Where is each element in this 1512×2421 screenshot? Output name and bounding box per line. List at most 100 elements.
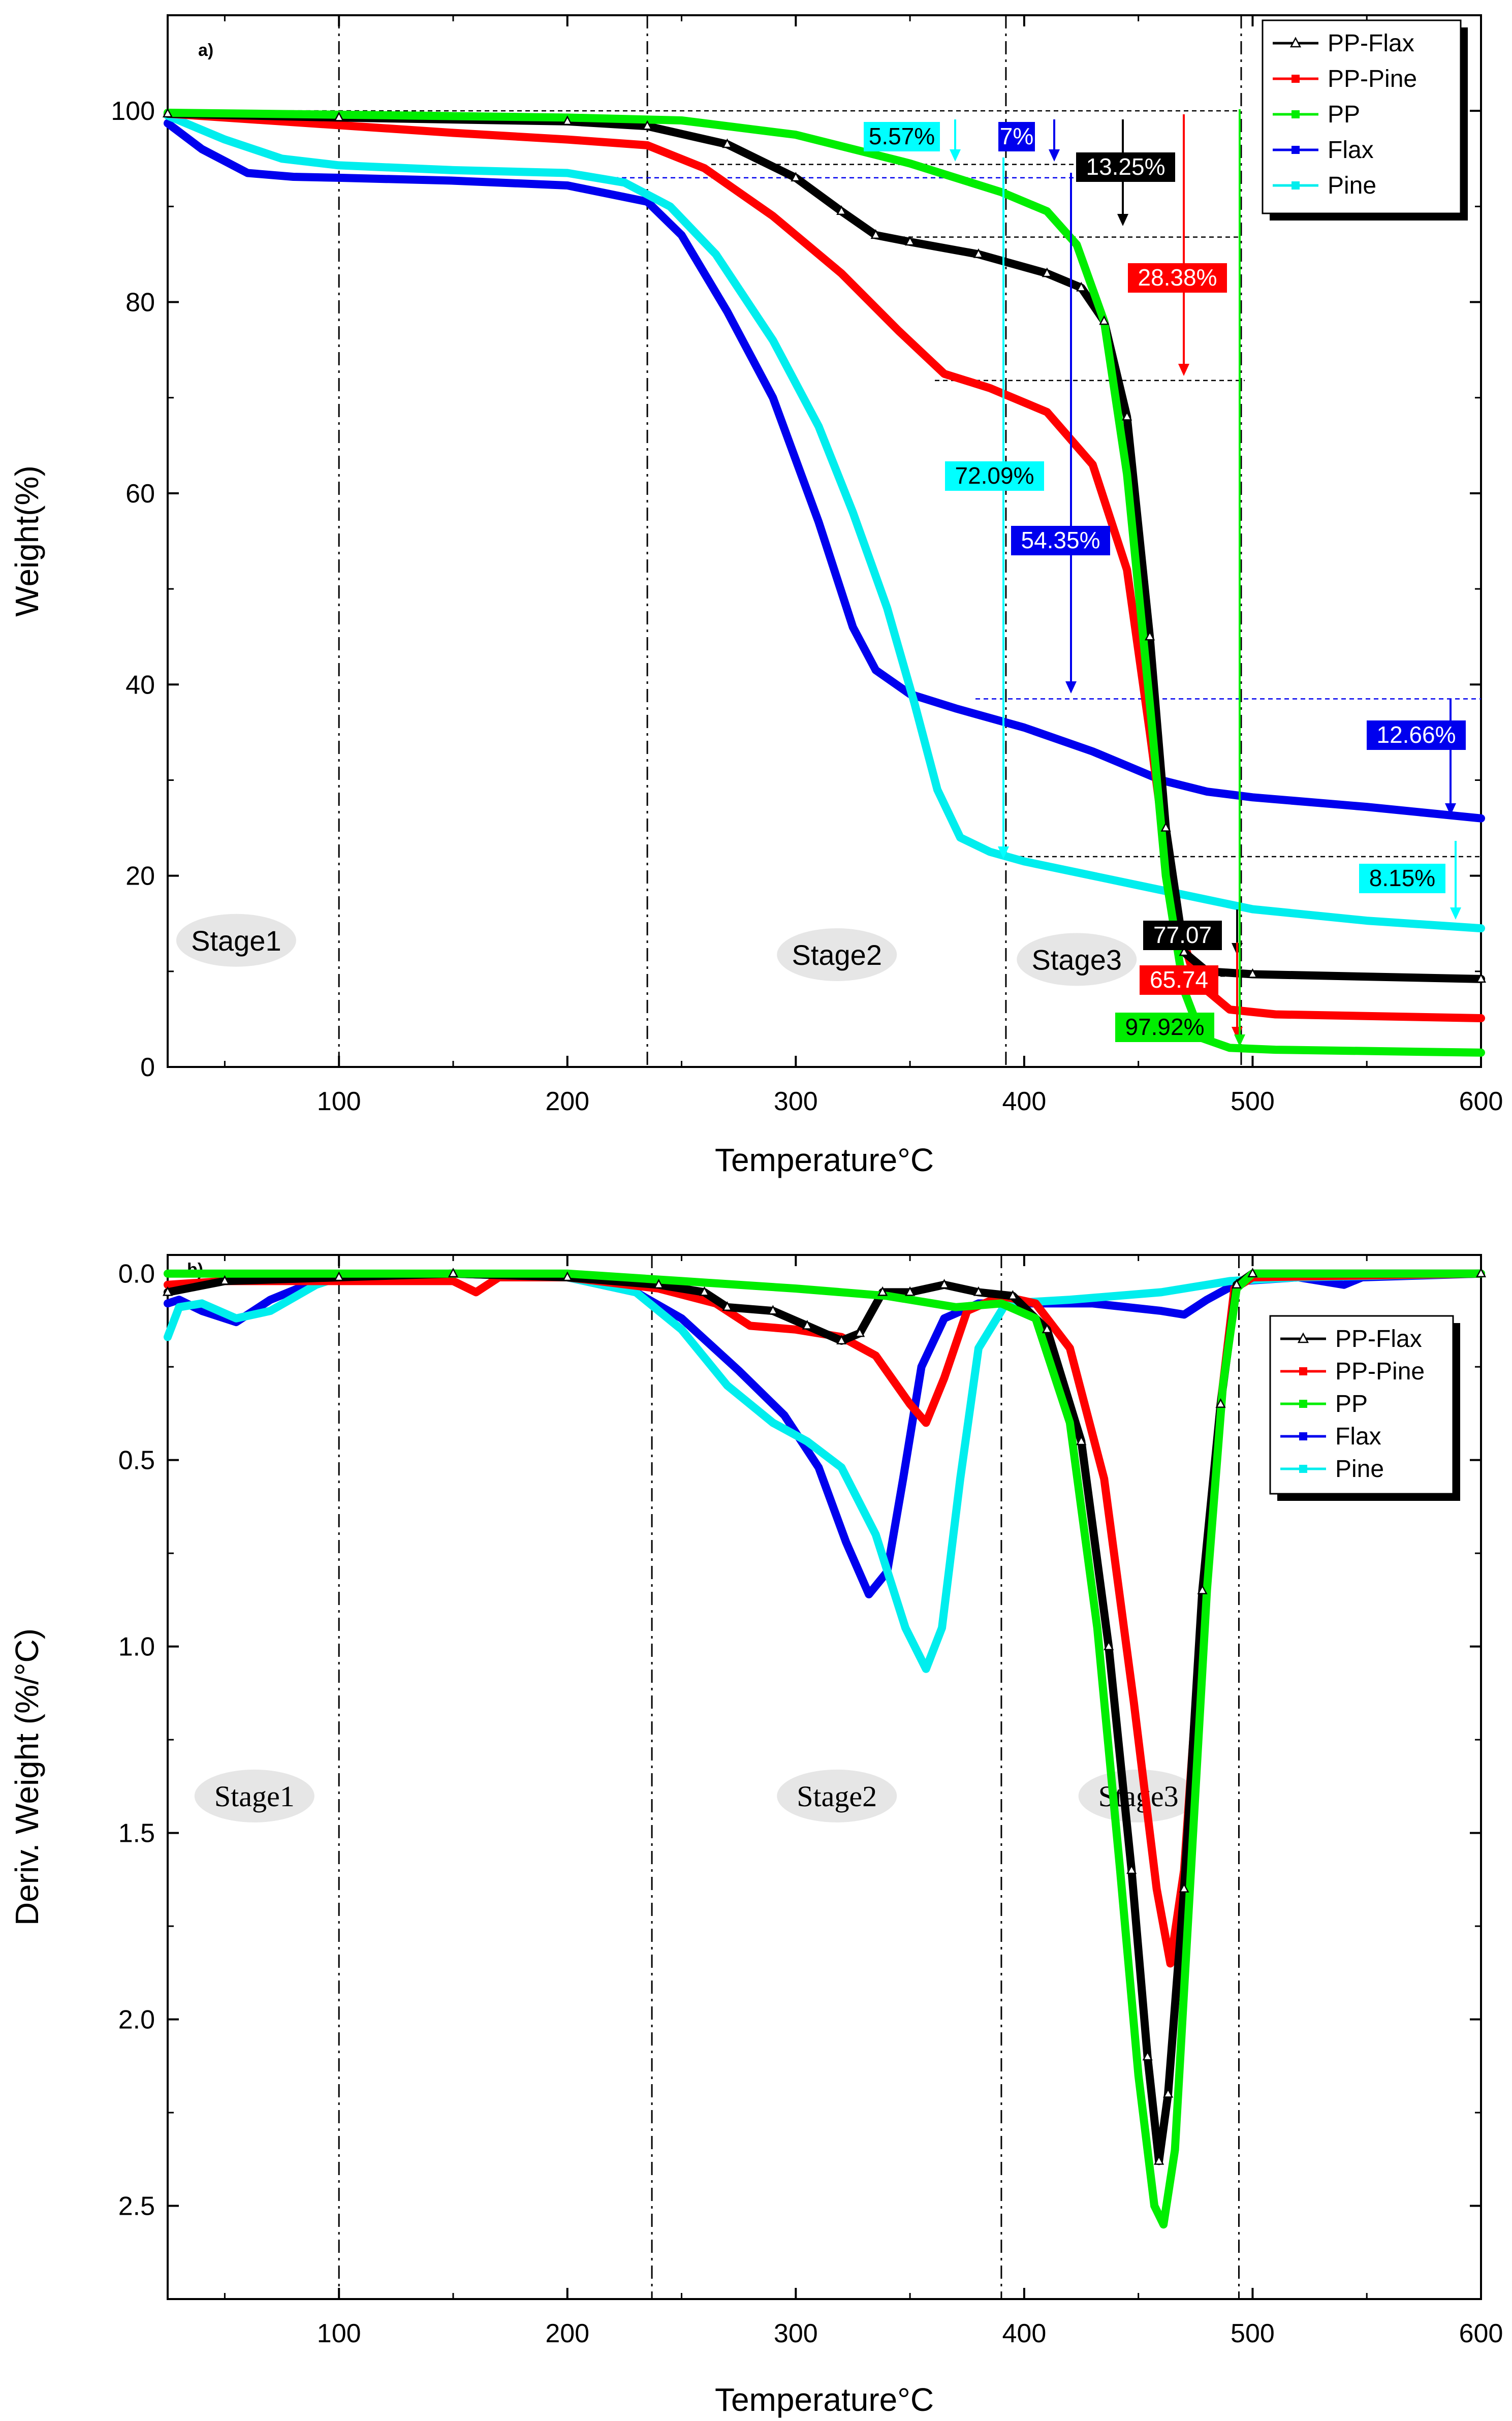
panel-a-legend-marker [1292,146,1300,154]
panel-a: a) 100 200 300 400 500 600 0 20 40 60 80 100 Temperat… [9,14,1503,1178]
panel-a-annotation-arrowhead [1450,907,1461,920]
panel-a-pp-flax-marker [162,108,173,118]
panel-b-x-tick-label: 100 [317,2319,361,2348]
panel-a-annotation-label: 65.74 [1150,966,1208,993]
panel-a-legend-label: PP-Pine [1328,66,1417,92]
panel-a-annotation-label: 54.35% [1021,527,1100,553]
panel-a-pp-flax-marker [562,115,573,125]
panel-a-legend-label: Pine [1328,172,1376,199]
panel-b-pp-flax-marker [1104,1640,1114,1650]
panel-a-x-tick-label: 400 [1002,1087,1046,1116]
panel-b-pp-flax-marker [905,1286,916,1296]
panel-a-annotation-arrowhead [1234,1034,1245,1047]
panel-b-pp-flax-marker [1215,1398,1226,1408]
panel-a-stage-label: Stage1 [191,925,281,957]
panel-b-pp-flax-marker [1126,1864,1137,1874]
panel-a-annotation-arrowhead [1178,364,1189,376]
panel-a-annotation-box [1115,1013,1214,1042]
panel-a-pp-flax-marker [973,248,984,258]
panel-a-annotation-box [998,122,1035,151]
panel-a-y-tick-label: 80 [125,288,155,318]
panel-a-stage-label-bg [176,914,296,967]
panel-a-pp-flax-marker [1099,315,1110,325]
panel-a-y-tick-label: 100 [111,97,155,126]
panel-b-pp-flax-marker [1142,2051,1153,2061]
panel-a-legend-marker [1292,181,1300,190]
panel-b-x-axis-title: Temperature°C [715,2381,934,2418]
panel-a-annotation-arrowhead [1049,149,1060,162]
panel-a-stage-label-bg [1017,933,1137,986]
panel-a-annotation-label: 13.25% [1086,153,1165,180]
panel-a-legend-marker [1292,110,1300,118]
panel-a-pp-flax-marker [791,172,801,182]
panel-b-legend-label: Flax [1335,1423,1381,1450]
panel-b-legend-label: PP-Flax [1335,1326,1422,1353]
panel-a-annotation-box [1140,965,1218,995]
panel-a-annotation-arrowhead [1445,803,1456,815]
panel-b-pp-flax-marker [1076,1435,1087,1445]
panel-a-y-tick-label: 0 [140,1053,155,1082]
panel-a-x-tick-label: 200 [545,1087,589,1116]
panel-b-pp-flax-marker [334,1271,344,1281]
panel-a-legend-label: PP [1328,101,1360,128]
panel-b-stage-label-bg [777,1769,897,1822]
panel-a-series-flax [164,119,1485,823]
panel-a-plot-frame [167,14,1482,1068]
panel-b-y-axis-title: Deriv. Weight (%/°C) [9,1628,45,1926]
panel-a-annotation-label: 28.38% [1138,264,1217,291]
panel-b-pp-flax-marker [1154,2155,1164,2165]
panel-a-x-tick-label: 300 [774,1087,818,1116]
panel-b-y-tick-label: 2.5 [118,2192,155,2221]
panel-a-annotation-label: 97.92% [1125,1014,1204,1040]
panel-b-series-pp-flax [164,1269,1485,2165]
panel-b-pp-flax-marker [562,1271,573,1281]
panel-b-pp-flax-marker [1042,1324,1052,1334]
panel-a-label: a) [198,41,213,60]
panel-b-stage-label: Stage2 [797,1780,877,1813]
panel-a-annotation-arrowhead [998,846,1009,859]
panel-a-y-tick-label: 60 [125,479,155,509]
panel-b-pp-flax-marker [939,1279,950,1288]
panel-b-stage-label-bg [194,1769,314,1822]
panel-a-series-pp-pine [164,109,1485,1022]
panel-a-y-axis-title: Weight(%) [9,465,45,617]
panel-a-annotation-box [1076,152,1175,182]
panel-a-pp-flax-marker [722,138,733,148]
panel-a-stage-label: Stage3 [1032,944,1122,976]
panel-b-legend-label: PP-Pine [1335,1358,1425,1385]
panel-a-annotation-arrowhead [1065,681,1077,694]
panel-a-pp-flax-marker [1475,973,1487,983]
panel-b-pp-flax-marker [973,1286,984,1296]
panel-a-legend-marker [1289,37,1302,48]
panel-a-annotation-box [1359,864,1445,893]
panel-a-pp-flax-marker [1122,411,1132,421]
panel-b-pp-flax-marker [1197,1584,1208,1594]
panel-a-pp-flax-marker [642,120,653,130]
panel-b-x-tick-label: 200 [545,2319,589,2348]
panel-b-y-tick-label: 0.0 [118,1260,155,1289]
panel-a-stage-label-bg [777,928,897,981]
panel-b-plot-frame [167,1254,1482,2300]
panel-a-annotation-arrowhead [1117,214,1128,226]
panel-a-annotation-label: 5.57% [869,123,935,149]
panel-a-pp-flax-marker [1145,631,1155,641]
panel-b-series-pine [164,1269,1485,1673]
panel-b-legend-label: Pine [1335,1456,1384,1483]
panel-b-legend-label: PP [1335,1391,1368,1418]
panel-a-y-tick-label: 40 [125,670,155,700]
panel-b-pp-flax-marker [1179,1883,1189,1893]
panel-b-y-tick-label: 2.0 [118,2005,155,2035]
panel-b: b)100 200 300 400 500 6000.00.51.01.52.02.5Te… [9,1254,1503,2418]
panel-a-annotation-label: 8.15% [1369,865,1435,891]
panel-a-annotation-box [1011,526,1110,555]
panel-b-y-tick-label: 0.5 [118,1446,155,1475]
panel-b-pp-flax-marker [722,1301,733,1311]
panel-b-pp-flax-marker [855,1327,865,1337]
panel-a-annotation-label: 7% [1000,123,1033,149]
panel-a-pp-flax-marker [1247,968,1258,978]
panel-b-pp-flax-marker [699,1286,710,1296]
panel-b-pp-flax-marker [1007,1290,1018,1300]
panel-b-pp-flax-marker [802,1319,812,1330]
panel-b-pp-flax-marker [1475,1268,1487,1277]
panel-b-x-tick-label: 600 [1459,2319,1503,2348]
